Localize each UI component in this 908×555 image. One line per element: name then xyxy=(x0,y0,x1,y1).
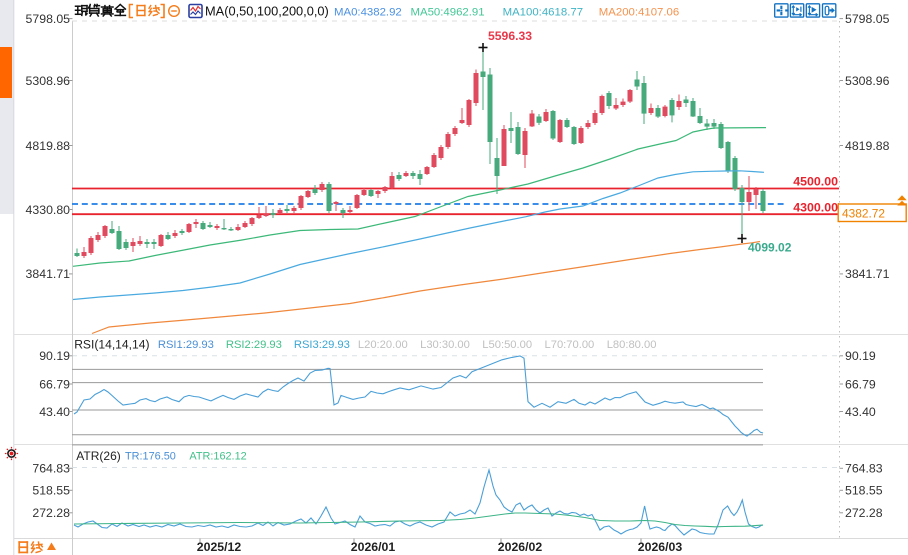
svg-text:MA(0,50,100,200,0,0): MA(0,50,100,200,0,0) xyxy=(205,4,329,19)
svg-text:764.83: 764.83 xyxy=(845,462,883,476)
svg-text:272.28: 272.28 xyxy=(845,506,883,520)
svg-text:MA200:4107.06: MA200:4107.06 xyxy=(599,6,679,18)
svg-text:43.40: 43.40 xyxy=(845,405,876,419)
svg-text:4099.02: 4099.02 xyxy=(748,241,792,255)
svg-text:518.55: 518.55 xyxy=(845,484,883,498)
svg-text:RSI1:29.93: RSI1:29.93 xyxy=(158,339,214,351)
svg-text:518.55: 518.55 xyxy=(32,484,70,498)
svg-text:RSI3:29.93: RSI3:29.93 xyxy=(294,339,350,351)
svg-text:5798.05: 5798.05 xyxy=(845,12,890,26)
svg-text:66.79: 66.79 xyxy=(39,377,70,391)
svg-text:272.28: 272.28 xyxy=(32,506,70,520)
svg-text:2025/12: 2025/12 xyxy=(197,540,242,554)
svg-text:L70:70.00: L70:70.00 xyxy=(545,339,595,351)
svg-text:L80:80.00: L80:80.00 xyxy=(607,339,657,351)
svg-text:ATR:162.12: ATR:162.12 xyxy=(189,451,246,463)
svg-text:90.19: 90.19 xyxy=(845,349,876,363)
svg-text:L30:30.00: L30:30.00 xyxy=(420,339,470,351)
svg-text:MA100:4618.77: MA100:4618.77 xyxy=(503,6,583,18)
svg-text:MA0:4382.92: MA0:4382.92 xyxy=(334,6,402,18)
svg-text:L50:50.00: L50:50.00 xyxy=(482,339,532,351)
svg-text:MA50:4962.91: MA50:4962.91 xyxy=(411,6,485,18)
svg-text:2026/01: 2026/01 xyxy=(351,540,396,554)
svg-text:ATR(26): ATR(26) xyxy=(76,449,120,463)
svg-text:5308.96: 5308.96 xyxy=(845,74,890,88)
svg-text:2026/03: 2026/03 xyxy=(638,540,683,554)
svg-text:5798.05: 5798.05 xyxy=(26,12,71,26)
svg-text:3841.71: 3841.71 xyxy=(845,267,890,281)
svg-text:TR:176.50: TR:176.50 xyxy=(125,451,176,463)
svg-text:RSI2:29.93: RSI2:29.93 xyxy=(226,339,282,351)
svg-text:5308.96: 5308.96 xyxy=(26,74,71,88)
svg-text:4300.00: 4300.00 xyxy=(793,200,838,214)
svg-text:4819.88: 4819.88 xyxy=(845,139,890,153)
svg-text:5596.33: 5596.33 xyxy=(488,29,532,43)
svg-text:90.19: 90.19 xyxy=(39,349,70,363)
svg-text:3841.71: 3841.71 xyxy=(26,267,71,281)
svg-text:RSI(14,14,14): RSI(14,14,14) xyxy=(74,337,149,351)
svg-text:2026/02: 2026/02 xyxy=(498,540,543,554)
svg-text:4330.80: 4330.80 xyxy=(26,203,71,217)
svg-text:43.40: 43.40 xyxy=(39,405,70,419)
svg-text:4819.88: 4819.88 xyxy=(26,139,71,153)
svg-text:4382.72: 4382.72 xyxy=(842,207,885,221)
svg-text:764.83: 764.83 xyxy=(32,462,70,476)
svg-text:L20:20.00: L20:20.00 xyxy=(358,339,408,351)
svg-text:66.79: 66.79 xyxy=(845,377,876,391)
svg-text:4500.00: 4500.00 xyxy=(793,174,838,188)
